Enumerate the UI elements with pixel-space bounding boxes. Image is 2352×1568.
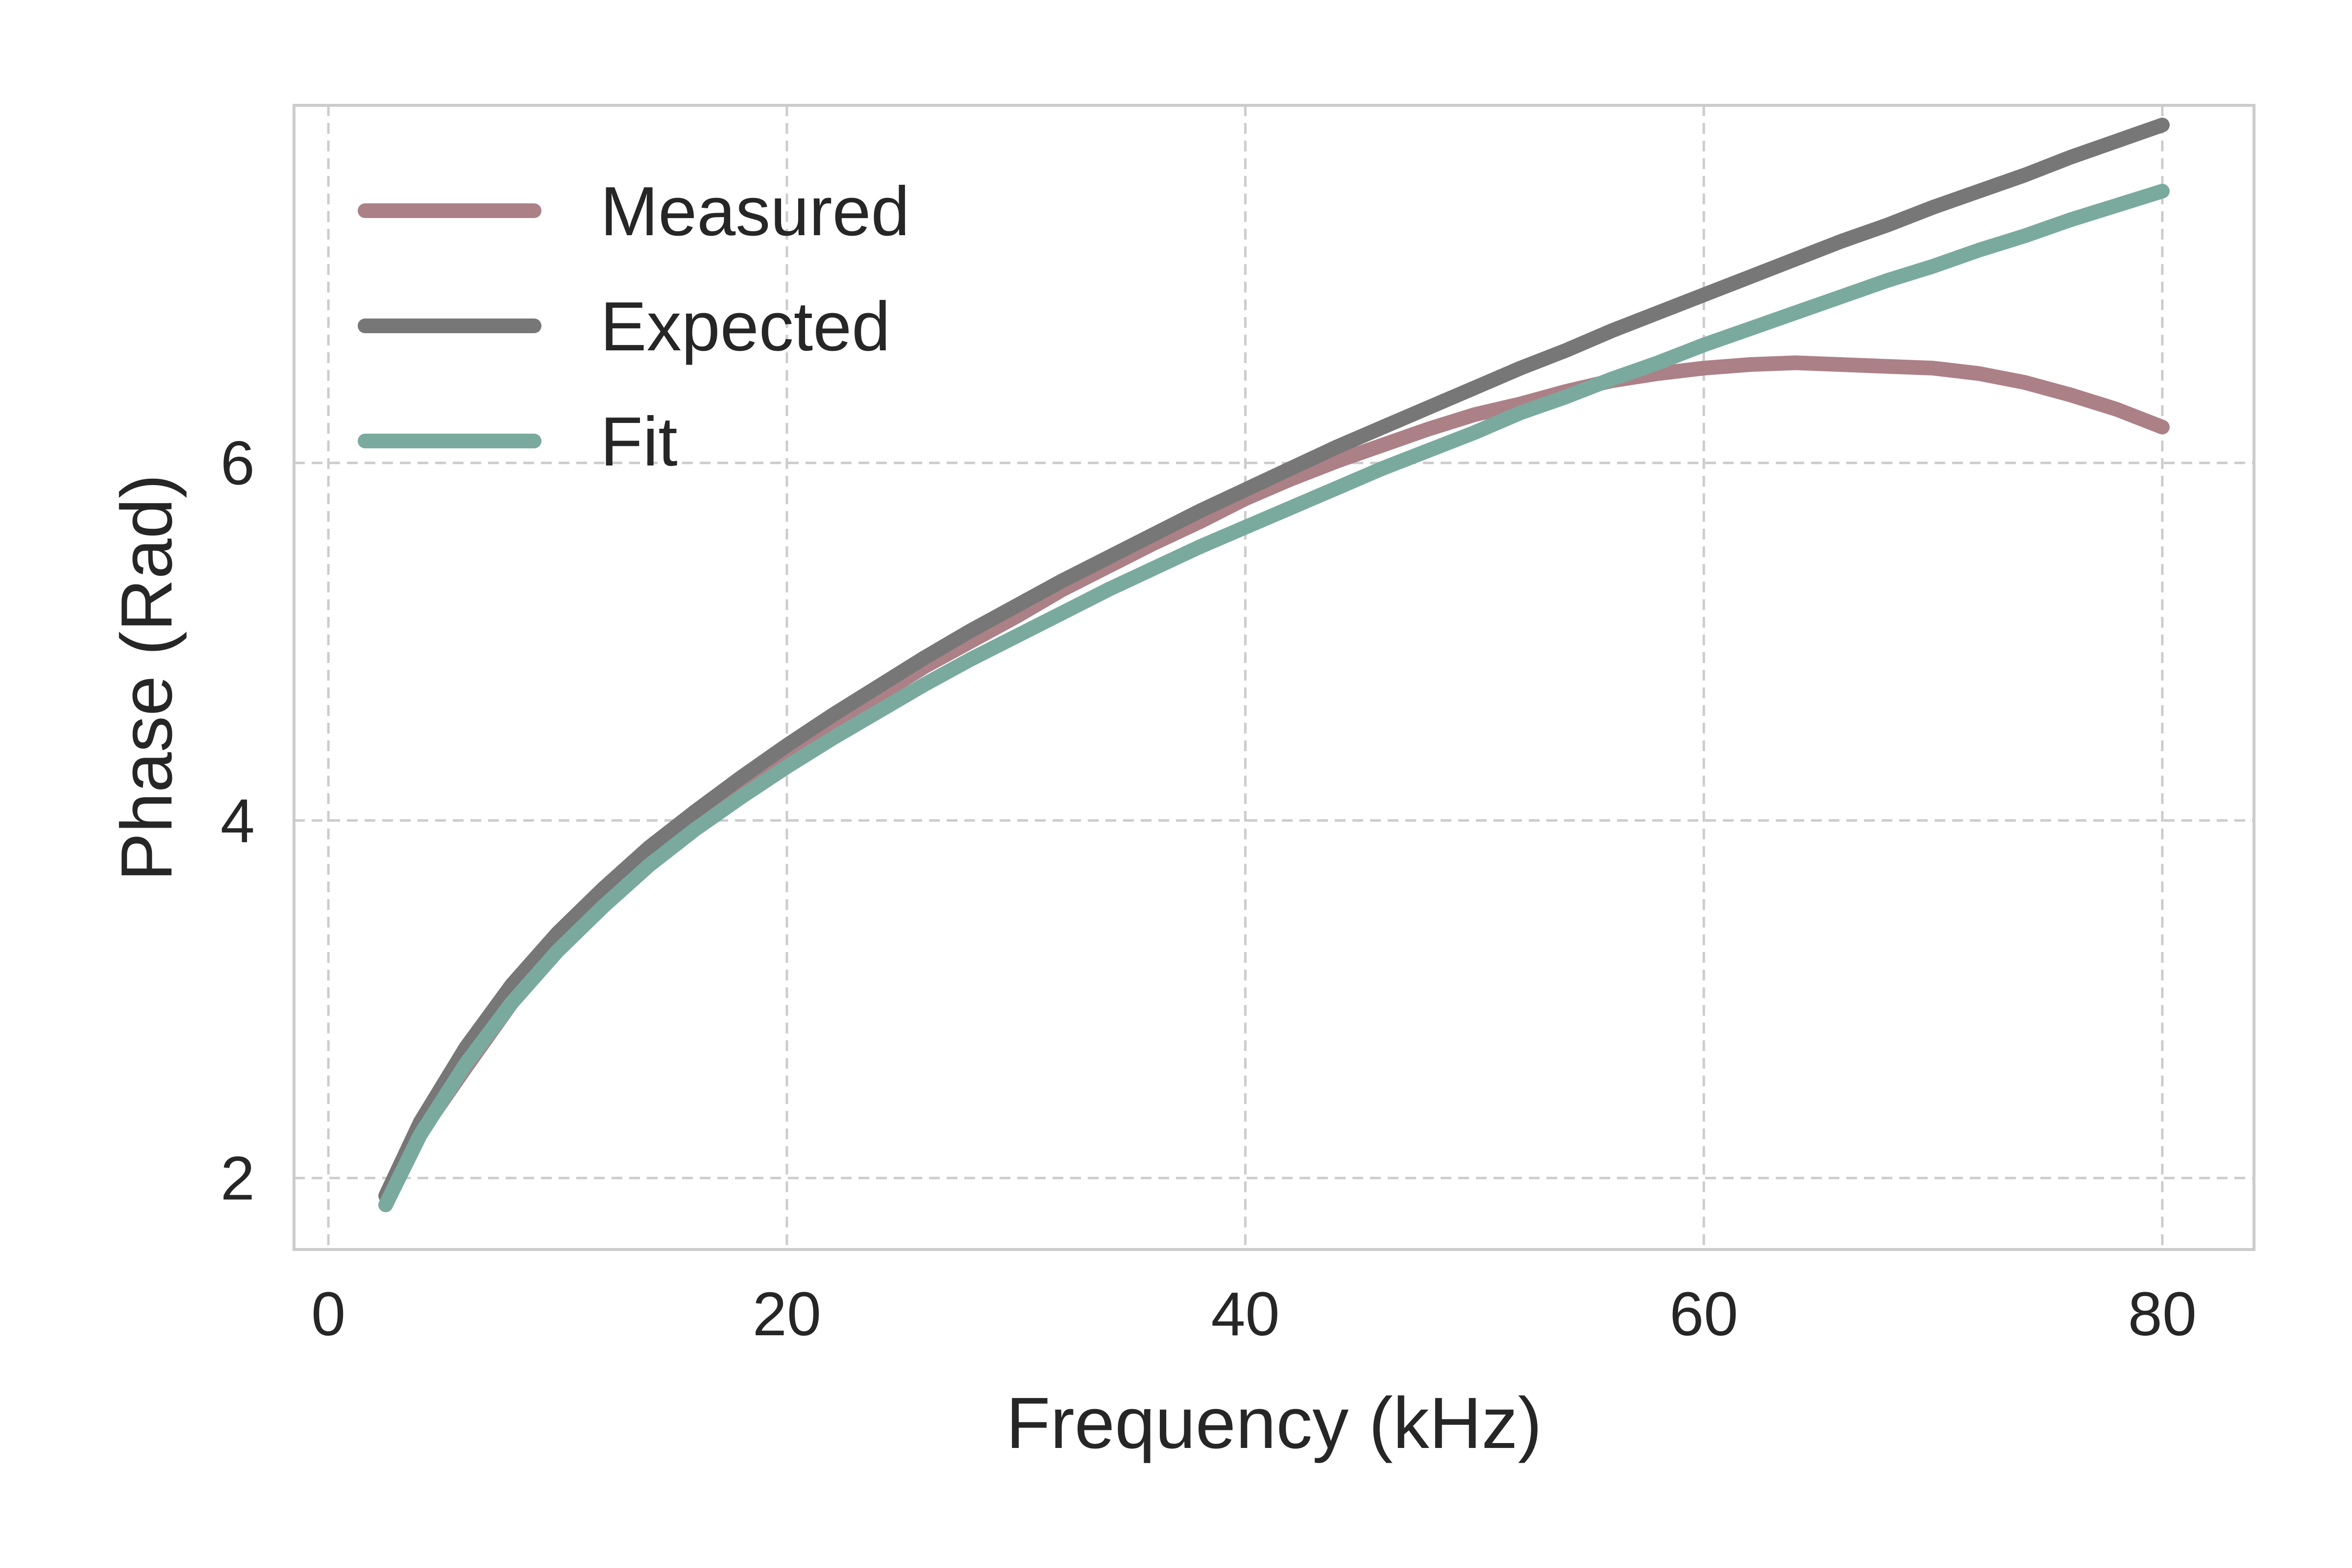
grid — [294, 105, 2254, 1250]
x-tick-label: 60 — [1669, 1279, 1738, 1348]
series-line-fit — [378, 184, 2170, 1212]
x-tick-label: 0 — [311, 1279, 345, 1348]
x-tick-label: 40 — [1211, 1279, 1279, 1348]
y-tick-label: 6 — [220, 429, 255, 498]
x-tick-label: 20 — [753, 1279, 821, 1348]
x-tick-label: 80 — [2128, 1279, 2197, 1348]
tick-labels: 0 20 40 60 80 2 4 6 — [220, 429, 2197, 1348]
y-tick-label: 2 — [220, 1144, 255, 1213]
legend-label-measured: Measured — [600, 172, 909, 250]
x-axis-label: Frequency (kHz) — [1006, 1383, 1542, 1464]
legend-label-expected: Expected — [600, 288, 890, 366]
y-axis-label: Phase (Rad) — [106, 474, 187, 882]
series-line-expected — [378, 118, 2170, 1203]
legend: Measured Expected Fit — [358, 172, 909, 481]
series-lines — [378, 118, 2170, 1212]
legend-label-fit: Fit — [600, 403, 678, 481]
y-tick-label: 4 — [220, 786, 255, 855]
plot-frame — [293, 104, 2255, 1251]
